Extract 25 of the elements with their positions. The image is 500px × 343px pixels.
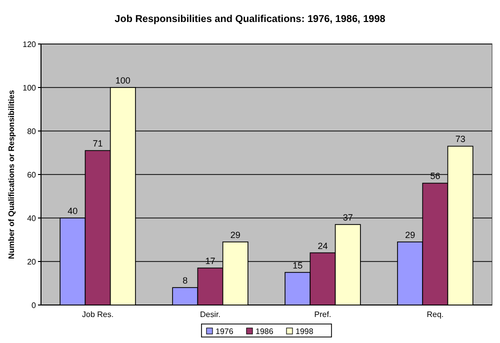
- data-label: 24: [318, 240, 328, 251]
- data-label: 8: [182, 276, 188, 286]
- data-label: 71: [92, 138, 103, 149]
- data-label: 100: [115, 76, 130, 86]
- data-label: 29: [405, 230, 416, 240]
- y-axis-title: Number of Qualifications or Responsibilities: [7, 89, 16, 259]
- y-tick-label: 60: [27, 170, 37, 180]
- y-tick-label: 20: [27, 258, 37, 266]
- y-tick-label: 80: [27, 127, 37, 136]
- data-label: 15: [292, 260, 303, 270]
- x-tick-label: Pref.: [314, 310, 332, 319]
- data-label: 29: [230, 230, 240, 240]
- y-tick-label: 120: [22, 40, 37, 49]
- legend-label: 1998: [296, 327, 314, 336]
- legend-label: 1976: [216, 327, 234, 336]
- chart-title: Job Responsibilities and Qualifications: 1976, 1986, 1998: [114, 14, 386, 25]
- x-tick-label: Desir.: [200, 310, 220, 319]
- y-tick-label: 0: [32, 301, 37, 310]
- y-tick-label: 100: [22, 84, 37, 92]
- y-tick-label: 40: [27, 214, 37, 223]
- x-tick-label: Req.: [426, 310, 444, 319]
- x-tick-label: Job Res.: [82, 310, 114, 319]
- data-label: 40: [68, 206, 78, 216]
- legend-label: 1986: [256, 327, 274, 336]
- data-label: 73: [455, 134, 466, 144]
